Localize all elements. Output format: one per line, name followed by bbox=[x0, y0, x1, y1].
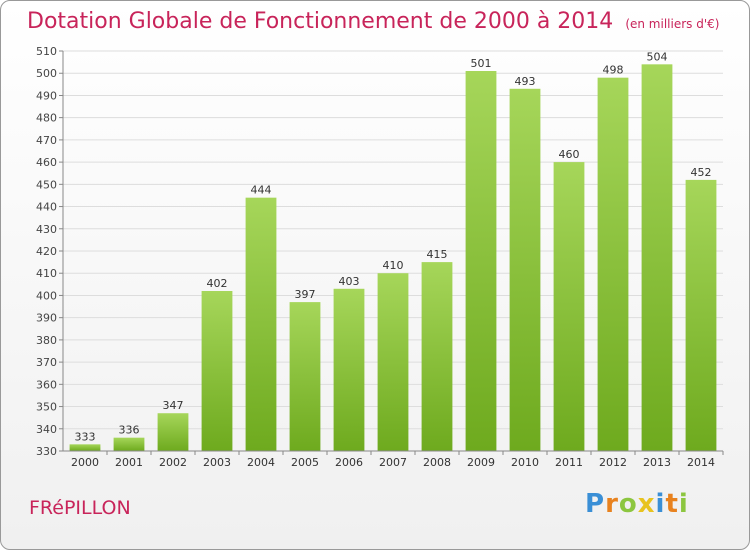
x-tick-label: 2011 bbox=[555, 456, 583, 469]
x-tick-label: 2014 bbox=[687, 456, 715, 469]
x-axis-ticks: 2000 2001 2002 2003 2004 2005 2006 2007 2008 2009… bbox=[71, 451, 724, 469]
logo-letter: o bbox=[618, 489, 638, 519]
y-tick-label: 400 bbox=[36, 289, 57, 302]
chart-title: Dotation Globale de Fonctionnement de 20… bbox=[27, 9, 719, 34]
y-tick-label: 340 bbox=[36, 423, 57, 436]
bar-value-label: 347 bbox=[163, 399, 184, 412]
y-tick-label: 430 bbox=[36, 223, 57, 236]
y-tick-label: 360 bbox=[36, 378, 57, 391]
y-tick-label: 490 bbox=[36, 89, 57, 102]
bar-value-label: 402 bbox=[207, 277, 228, 290]
bar bbox=[377, 273, 409, 451]
bar bbox=[641, 64, 673, 452]
x-tick-label: 2002 bbox=[159, 456, 187, 469]
bar-value-label: 397 bbox=[295, 288, 316, 301]
bar bbox=[509, 88, 541, 452]
bar-value-label: 452 bbox=[691, 166, 712, 179]
bar bbox=[69, 444, 101, 451]
bar bbox=[333, 288, 365, 451]
bar-value-label: 493 bbox=[515, 75, 536, 88]
logo-letter: i bbox=[655, 489, 666, 519]
logo-letter: P bbox=[585, 489, 606, 519]
bar-value-label: 504 bbox=[647, 50, 668, 63]
bar bbox=[421, 262, 453, 451]
y-tick-label: 420 bbox=[36, 245, 57, 258]
y-tick-label: 370 bbox=[36, 356, 57, 369]
chart-subtitle: (en milliers d'€) bbox=[625, 17, 720, 31]
x-tick-label: 2005 bbox=[291, 456, 319, 469]
logo-letter: x bbox=[637, 489, 656, 519]
y-tick-label: 410 bbox=[36, 267, 57, 280]
town-name: FRéPILLON bbox=[29, 497, 131, 519]
bar bbox=[597, 77, 629, 452]
bar-value-label: 415 bbox=[427, 248, 448, 261]
data-labels: 333 336 347 402 444 397 403 410 415 501 493 460 498 5… bbox=[75, 50, 712, 443]
y-tick-label: 510 bbox=[36, 45, 57, 58]
bar bbox=[201, 291, 233, 451]
bar-value-label: 410 bbox=[383, 259, 404, 272]
x-tick-label: 2007 bbox=[379, 456, 407, 469]
logo-letter: i bbox=[678, 489, 689, 519]
x-tick-label: 2012 bbox=[599, 456, 627, 469]
bar-value-label: 498 bbox=[603, 64, 624, 77]
x-tick-label: 2013 bbox=[643, 456, 671, 469]
y-tick-label: 380 bbox=[36, 334, 57, 347]
proxiti-logo: Proxiti bbox=[585, 489, 689, 519]
bar-value-label: 336 bbox=[119, 424, 140, 437]
x-tick-label: 2008 bbox=[423, 456, 451, 469]
y-tick-label: 500 bbox=[36, 67, 57, 80]
bar-value-label: 403 bbox=[339, 275, 360, 288]
y-tick-label: 350 bbox=[36, 401, 57, 414]
y-axis-ticks: 330 340 350 360 370 380 390 400 410 420 430 440 450 4… bbox=[36, 45, 63, 458]
logo-letter: t bbox=[665, 489, 679, 519]
bar-value-label: 501 bbox=[471, 57, 492, 70]
x-tick-label: 2000 bbox=[71, 456, 99, 469]
bar bbox=[553, 162, 585, 451]
x-tick-label: 2003 bbox=[203, 456, 231, 469]
bar bbox=[289, 302, 321, 451]
logo-letter: r bbox=[605, 489, 619, 519]
x-tick-label: 2010 bbox=[511, 456, 539, 469]
bars bbox=[69, 64, 717, 452]
y-tick-label: 460 bbox=[36, 156, 57, 169]
bar bbox=[245, 197, 277, 451]
y-tick-label: 480 bbox=[36, 112, 57, 125]
bar bbox=[157, 413, 189, 451]
y-tick-label: 330 bbox=[36, 445, 57, 458]
y-tick-label: 470 bbox=[36, 134, 57, 147]
y-tick-label: 450 bbox=[36, 178, 57, 191]
x-tick-label: 2001 bbox=[115, 456, 143, 469]
bar bbox=[465, 71, 497, 451]
y-tick-label: 390 bbox=[36, 312, 57, 325]
x-tick-label: 2009 bbox=[467, 456, 495, 469]
y-tick-label: 440 bbox=[36, 201, 57, 214]
bar-value-label: 333 bbox=[75, 430, 96, 443]
x-tick-label: 2006 bbox=[335, 456, 363, 469]
bar bbox=[113, 437, 145, 451]
bar-value-label: 460 bbox=[559, 148, 580, 161]
bar-value-label: 444 bbox=[251, 184, 272, 197]
x-tick-label: 2004 bbox=[247, 456, 275, 469]
chart-title-text: Dotation Globale de Fonctionnement de 20… bbox=[27, 9, 614, 34]
bar bbox=[685, 179, 717, 451]
